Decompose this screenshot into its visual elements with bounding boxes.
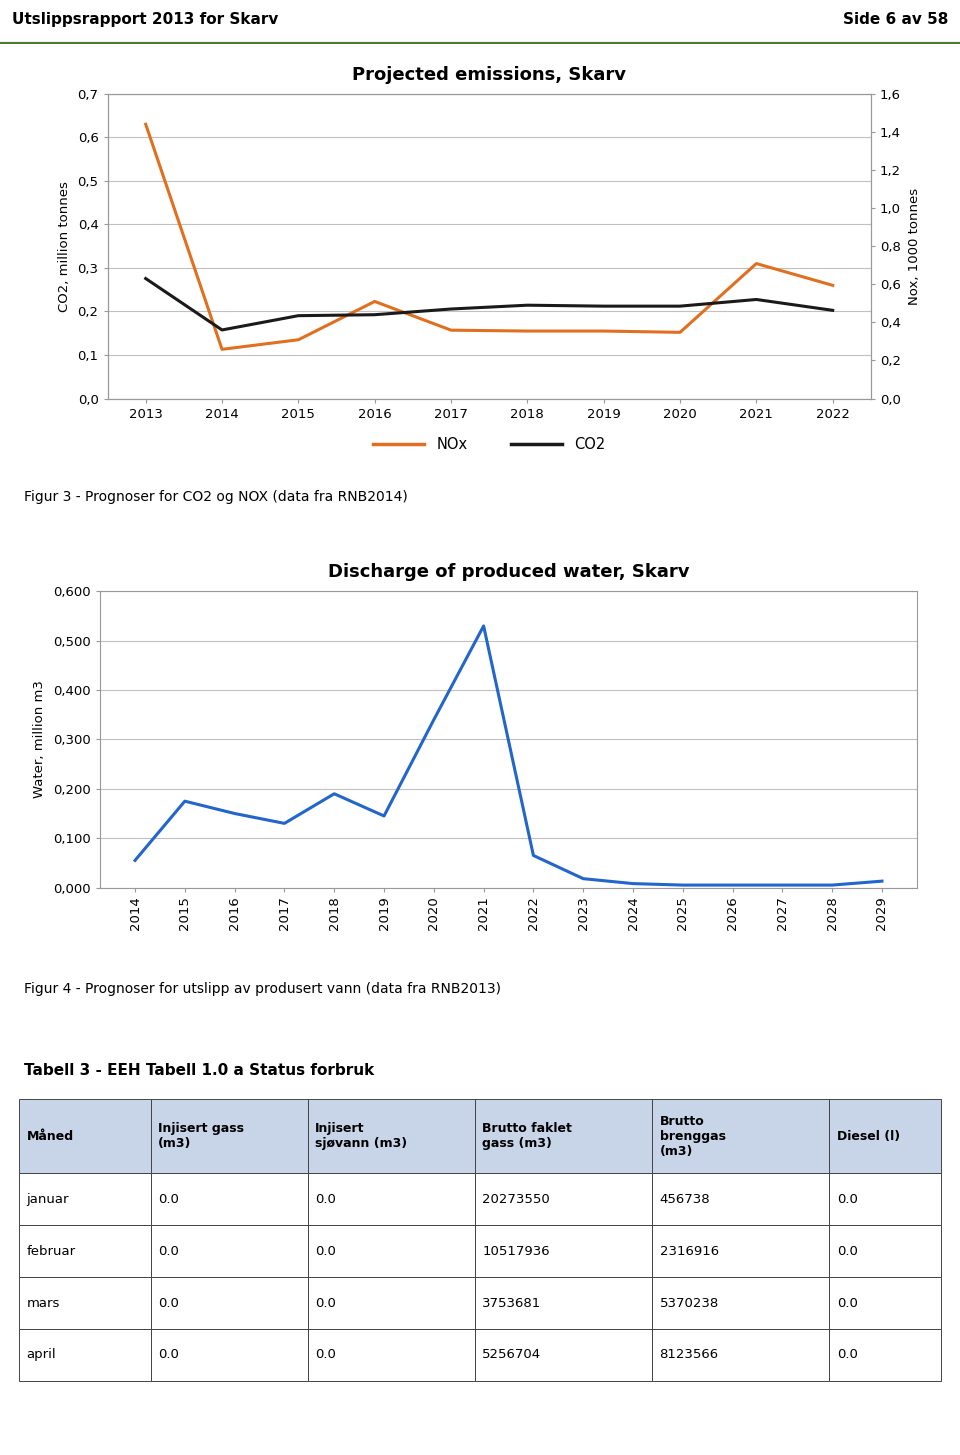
Text: april: april — [27, 1349, 57, 1362]
Bar — [475, 1099, 652, 1174]
Bar — [829, 1225, 941, 1277]
Text: 20273550: 20273550 — [482, 1193, 550, 1206]
Text: Måned: Måned — [27, 1129, 74, 1142]
Bar — [151, 1328, 308, 1381]
Text: 0.0: 0.0 — [837, 1296, 857, 1310]
Bar — [151, 1174, 308, 1225]
Bar — [151, 1099, 308, 1174]
Text: Utslippsrapport 2013 for Skarv: Utslippsrapport 2013 for Skarv — [12, 12, 277, 28]
Bar — [829, 1174, 941, 1225]
Y-axis label: Water, million m3: Water, million m3 — [34, 681, 46, 799]
Text: februar: februar — [27, 1245, 76, 1257]
Text: Figur 3 - Prognoser for CO2 og NOX (data fra RNB2014): Figur 3 - Prognoser for CO2 og NOX (data… — [24, 489, 408, 503]
Bar — [308, 1174, 475, 1225]
Text: Brutto faklet
gass (m3): Brutto faklet gass (m3) — [482, 1122, 572, 1149]
Title: Projected emissions, Skarv: Projected emissions, Skarv — [352, 65, 626, 84]
Text: 0.0: 0.0 — [315, 1245, 336, 1257]
Text: 2316916: 2316916 — [660, 1245, 719, 1257]
Text: 10517936: 10517936 — [482, 1245, 550, 1257]
Text: Injisert
sjøvann (m3): Injisert sjøvann (m3) — [315, 1122, 407, 1149]
Bar — [829, 1328, 941, 1381]
Bar — [652, 1277, 829, 1328]
Y-axis label: CO2, million tonnes: CO2, million tonnes — [58, 180, 70, 311]
Bar — [829, 1277, 941, 1328]
Text: Side 6 av 58: Side 6 av 58 — [843, 12, 948, 28]
Text: 5370238: 5370238 — [660, 1296, 719, 1310]
Text: Injisert gass
(m3): Injisert gass (m3) — [158, 1122, 244, 1149]
Bar — [308, 1328, 475, 1381]
Bar — [19, 1099, 151, 1174]
Text: 3753681: 3753681 — [482, 1296, 541, 1310]
Text: 0.0: 0.0 — [837, 1245, 857, 1257]
Text: 0.0: 0.0 — [315, 1193, 336, 1206]
Text: mars: mars — [27, 1296, 60, 1310]
Bar — [475, 1174, 652, 1225]
Text: 0.0: 0.0 — [158, 1245, 180, 1257]
Text: 0.0: 0.0 — [158, 1296, 180, 1310]
Text: Tabell 3 - EEH Tabell 1.0 a Status forbruk: Tabell 3 - EEH Tabell 1.0 a Status forbr… — [24, 1064, 374, 1078]
Bar — [19, 1328, 151, 1381]
Bar — [308, 1225, 475, 1277]
Y-axis label: Nox, 1000 tonnes: Nox, 1000 tonnes — [908, 188, 921, 304]
Bar — [19, 1225, 151, 1277]
Bar — [19, 1174, 151, 1225]
Text: 0.0: 0.0 — [158, 1193, 180, 1206]
Bar — [652, 1174, 829, 1225]
Text: 456738: 456738 — [660, 1193, 710, 1206]
Bar — [652, 1099, 829, 1174]
Text: 8123566: 8123566 — [660, 1349, 719, 1362]
Title: Discharge of produced water, Skarv: Discharge of produced water, Skarv — [327, 563, 689, 582]
Bar — [308, 1277, 475, 1328]
Text: 0.0: 0.0 — [315, 1349, 336, 1362]
Bar — [652, 1225, 829, 1277]
Bar — [308, 1099, 475, 1174]
Text: 0.0: 0.0 — [837, 1193, 857, 1206]
Text: Figur 4 - Prognoser for utslipp av produsert vann (data fra RNB2013): Figur 4 - Prognoser for utslipp av produ… — [24, 982, 501, 995]
Text: Diesel (l): Diesel (l) — [837, 1129, 900, 1142]
Text: 0.0: 0.0 — [837, 1349, 857, 1362]
Bar — [151, 1225, 308, 1277]
Bar — [475, 1328, 652, 1381]
Bar — [829, 1099, 941, 1174]
Text: Brutto
brenggas
(m3): Brutto brenggas (m3) — [660, 1115, 726, 1158]
Text: januar: januar — [27, 1193, 69, 1206]
Legend: NOx, CO2: NOx, CO2 — [368, 432, 611, 458]
Bar — [475, 1225, 652, 1277]
Bar — [475, 1277, 652, 1328]
Text: 5256704: 5256704 — [482, 1349, 541, 1362]
Text: 0.0: 0.0 — [158, 1349, 180, 1362]
Bar — [19, 1277, 151, 1328]
Bar — [652, 1328, 829, 1381]
Text: 0.0: 0.0 — [315, 1296, 336, 1310]
Bar — [151, 1277, 308, 1328]
